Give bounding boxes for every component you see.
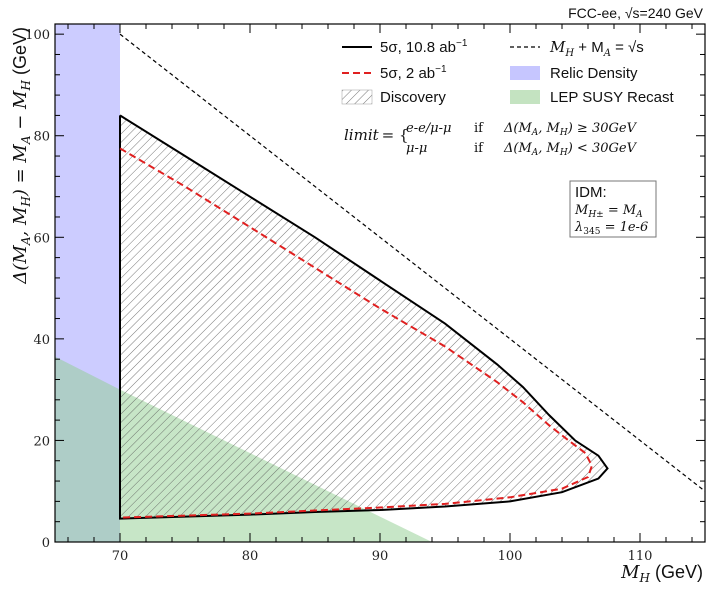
legend-relic-swatch <box>510 66 540 80</box>
x-axis-ticks: 70 80 90 100 110 <box>67 24 693 564</box>
legend: 5σ, 10.8 ab−1 5σ, 2 ab−1 Discovery MH + … <box>341 38 675 106</box>
limit-annotation: limit = { e-e/μ-μ if Δ(MA, MH) ≥ 30GeV μ-μ i… <box>344 121 638 158</box>
y-tick-label: 80 <box>33 130 50 145</box>
legend-hatch-swatch <box>341 89 373 105</box>
idm-box: IDM: MH± = MA λ345 = 1e-6 <box>569 180 657 238</box>
y-tick-label: 0 <box>42 536 50 551</box>
legend-hatch-label: Discovery <box>380 89 446 106</box>
series-line-2ab <box>119 147 593 519</box>
legend-relic-label: Relic Density <box>550 65 638 82</box>
x-tick-label: 80 <box>242 549 259 564</box>
x-axis-label: MH (GeV) <box>620 562 703 585</box>
x-tick-label: 70 <box>112 549 129 564</box>
legend-lep-swatch <box>510 90 540 104</box>
series-line-10p8 <box>119 114 609 520</box>
idm-line-2: λ345 = 1e-6 <box>574 220 648 237</box>
plot-area <box>55 24 705 542</box>
limit-row-1: e-e/μ-μ if Δ(MA, MH) ≥ 30GeV <box>406 121 638 138</box>
legend-dashed-label: 5σ, 2 ab−1 <box>380 64 447 82</box>
y-axis-ticks: 0 20 40 60 80 100 <box>25 28 705 551</box>
y-tick-label: 40 <box>33 333 50 348</box>
y-tick-label: 20 <box>33 434 50 449</box>
y-tick-label: 100 <box>25 28 50 43</box>
x-tick-label: 110 <box>628 549 653 564</box>
legend-kin-label: MH + MA = √s <box>549 38 644 59</box>
idm-title: IDM: <box>575 184 607 201</box>
legend-solid-label: 5σ, 10.8 ab−1 <box>380 38 468 56</box>
y-axis-label: Δ(MA, MH) = MA − MH (GeV) <box>10 27 33 285</box>
discovery-hatched-region <box>120 115 608 519</box>
x-tick-label: 90 <box>372 549 389 564</box>
legend-lep-label: LEP SUSY Recast <box>550 89 675 106</box>
limit-row-2: μ-μ if Δ(MA, MH) < 30GeV <box>406 141 638 158</box>
chart-header: FCC-ee, √s=240 GeV <box>568 5 704 21</box>
series-line-kinematic <box>119 33 705 492</box>
idm-line-1: MH± = MA <box>574 203 643 220</box>
idm-box-frame <box>569 180 657 238</box>
y-tick-label: 60 <box>33 231 50 246</box>
limit-label: limit = { <box>344 126 409 144</box>
x-tick-label: 100 <box>498 549 523 564</box>
